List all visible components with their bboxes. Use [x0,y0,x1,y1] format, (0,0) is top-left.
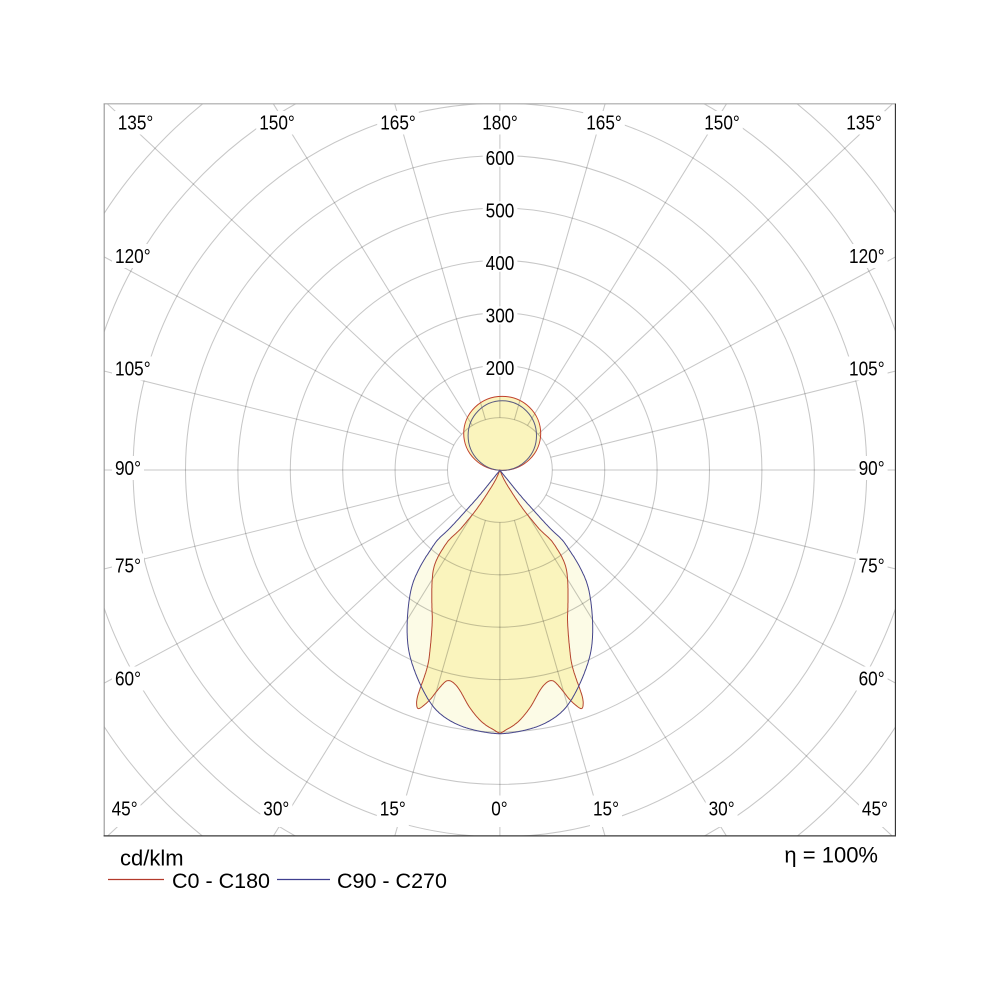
svg-text:105°: 105° [115,359,151,381]
svg-text:0°: 0° [491,799,507,821]
svg-text:400: 400 [486,253,515,275]
svg-text:180°: 180° [482,113,518,135]
svg-text:600: 600 [486,148,515,170]
svg-text:90°: 90° [115,458,141,480]
svg-text:60°: 60° [859,669,885,691]
svg-text:150°: 150° [704,113,740,135]
svg-text:η = 100%: η = 100% [784,843,878,868]
svg-text:30°: 30° [709,799,735,821]
svg-text:C0 - C180: C0 - C180 [172,869,270,893]
svg-text:150°: 150° [259,113,295,135]
svg-text:15°: 15° [380,799,406,821]
svg-text:120°: 120° [115,246,151,268]
svg-text:500: 500 [486,200,515,222]
svg-text:45°: 45° [112,799,138,821]
svg-text:C90 - C270: C90 - C270 [337,869,447,893]
svg-text:cd/klm: cd/klm [120,846,184,871]
svg-text:105°: 105° [849,359,885,381]
svg-text:90°: 90° [859,458,885,480]
svg-text:165°: 165° [586,113,622,135]
svg-text:30°: 30° [263,799,289,821]
svg-text:135°: 135° [118,113,154,135]
svg-text:200: 200 [486,358,515,380]
svg-text:165°: 165° [380,113,416,135]
svg-text:120°: 120° [849,246,885,268]
svg-text:75°: 75° [115,556,141,578]
svg-text:45°: 45° [862,799,888,821]
svg-text:300: 300 [486,305,515,327]
svg-text:15°: 15° [593,799,619,821]
svg-text:60°: 60° [115,669,141,691]
svg-text:75°: 75° [859,556,885,578]
svg-text:135°: 135° [846,113,882,135]
